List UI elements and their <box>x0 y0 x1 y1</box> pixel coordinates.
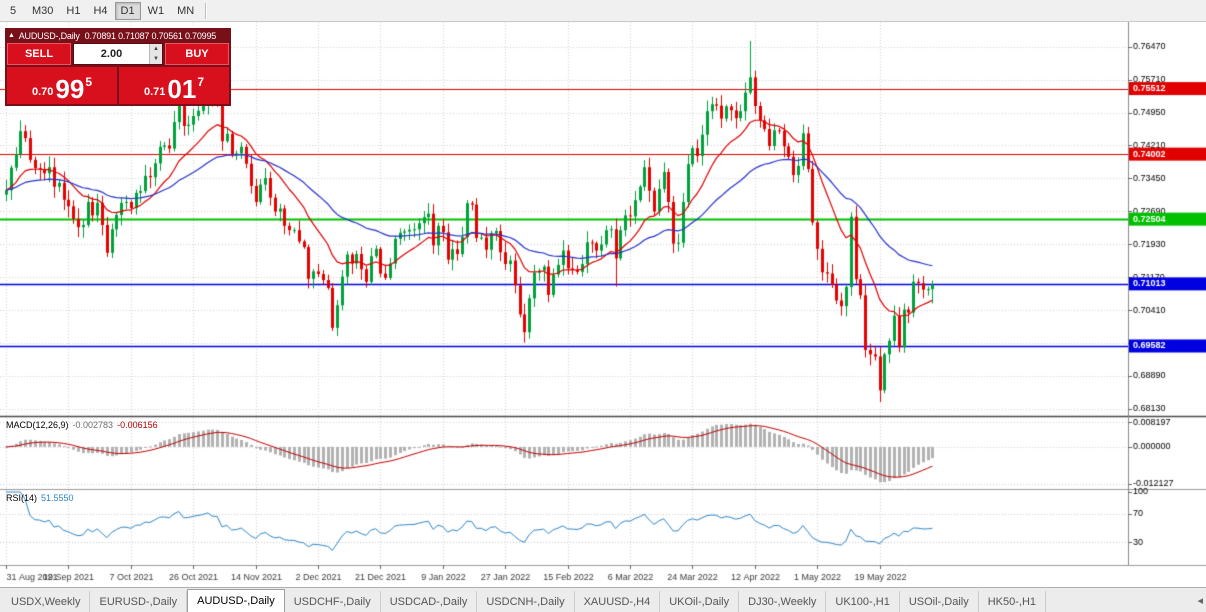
tab-scroll-left-icon[interactable]: ◂ <box>1197 595 1203 607</box>
sell-button[interactable]: SELL <box>7 43 71 65</box>
timeframe-button-d1[interactable]: D1 <box>114 1 141 20</box>
bid-price[interactable]: 0.70 99 5 <box>7 67 117 104</box>
toolbar-separator <box>205 2 208 19</box>
macd-name: MACD(12,26,9) <box>6 420 69 430</box>
timeframe-button-5[interactable]: 5 <box>9 4 17 17</box>
chart-ohlc-values: 0.70891 0.71087 0.70561 0.70995 <box>84 30 217 41</box>
chart-tab-usdx[interactable]: USDX,Weekly <box>2 591 91 612</box>
rsi-name: RSI(14) <box>6 493 38 503</box>
timeframe-button-w1[interactable]: W1 <box>147 4 165 17</box>
chart-tab-hk50[interactable]: HK50-,H1 <box>979 591 1047 612</box>
volume-up-icon[interactable]: ▲ <box>153 46 159 52</box>
bid-prefix: 0.70 <box>31 86 54 98</box>
chart-symbol-label: AUDUSD-,Daily <box>18 30 80 41</box>
macd-value: -0.002783 <box>72 420 114 430</box>
bid-big-digits: 99 <box>55 74 85 104</box>
ask-pip-digit: 7 <box>197 75 205 89</box>
trade-controls: SELL 2.00 ▲ ▼ BUY <box>7 43 229 65</box>
one-click-trading-panel: ▲ AUDUSD-,Daily 0.70891 0.71087 0.70561 … <box>5 28 231 106</box>
chart-tab-eurusd[interactable]: EURUSD-,Daily <box>90 591 188 612</box>
chart-title-bar: ▲ AUDUSD-,Daily 0.70891 0.71087 0.70561 … <box>7 28 229 43</box>
collapse-panel-icon[interactable]: ▲ <box>8 32 15 39</box>
chart-tab-audusd[interactable]: AUDUSD-,Daily <box>187 589 285 612</box>
macd-signal-value: -0.006156 <box>117 420 158 430</box>
chart-tab-usdcad[interactable]: USDCAD-,Daily <box>381 591 478 612</box>
bid-pip-digit: 5 <box>85 75 93 89</box>
price-chart-canvas[interactable] <box>0 22 1206 587</box>
trade-prices: 0.70 99 5 0.71 01 7 <box>7 67 229 104</box>
chart-tab-uk100[interactable]: UK100-,H1 <box>826 591 900 612</box>
chart-window: ▲ AUDUSD-,Daily 0.70891 0.71087 0.70561 … <box>0 22 1206 587</box>
chart-tab-usdcnh[interactable]: USDCNH-,Daily <box>477 591 575 612</box>
volume-down-icon[interactable]: ▼ <box>153 56 159 62</box>
chart-tab-ukoil[interactable]: UKOil-,Daily <box>660 591 740 612</box>
chart-tab-xauusd[interactable]: XAUUSD-,H4 <box>575 591 661 612</box>
rsi-indicator-label: RSI(14) 51.5550 <box>6 493 78 503</box>
ask-prefix: 0.71 <box>143 86 166 98</box>
rsi-value: 51.5550 <box>41 493 74 503</box>
timeframe-toolbar: 5 M30 H1 H4 D1 W1 MN <box>0 0 1206 22</box>
timeframe-button-h4[interactable]: H4 <box>93 4 108 17</box>
chart-tabs-bar: USDX,Weekly EURUSD-,Daily AUDUSD-,Daily USD… <box>0 587 1206 612</box>
chart-tab-dj30[interactable]: DJ30-,Weekly <box>739 591 827 612</box>
timeframe-buttons: 5 M30 H1 H4 D1 W1 MN <box>1 1 201 20</box>
timeframe-button-h1[interactable]: H1 <box>66 4 81 17</box>
chart-tabs: USDX,Weekly EURUSD-,Daily AUDUSD-,Daily USD… <box>2 589 1047 612</box>
timeframe-button-mn[interactable]: MN <box>177 4 195 17</box>
buy-button[interactable]: BUY <box>165 43 229 65</box>
ask-big-digits: 01 <box>167 74 197 104</box>
macd-indicator-label: MACD(12,26,9) -0.002783 -0.006156 <box>6 420 162 430</box>
volume-arrows: ▲ ▼ <box>149 44 162 64</box>
ask-price[interactable]: 0.71 01 7 <box>119 67 229 104</box>
volume-spinner[interactable]: 2.00 ▲ ▼ <box>73 43 163 65</box>
timeframe-button-m30[interactable]: M30 <box>32 4 54 17</box>
volume-value[interactable]: 2.00 <box>100 48 123 60</box>
chart-tab-usdchf[interactable]: USDCHF-,Daily <box>285 591 381 612</box>
chart-tab-usoil[interactable]: USOil-,Daily <box>900 591 979 612</box>
